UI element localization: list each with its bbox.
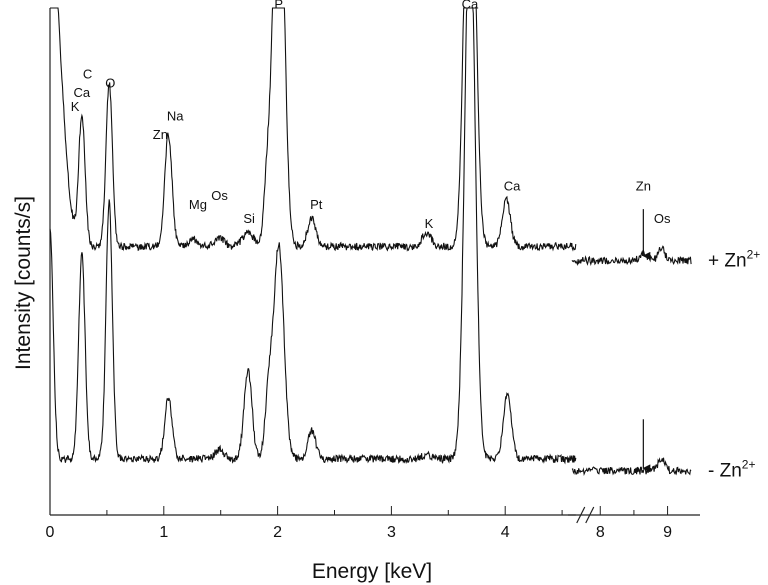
peak-label: O <box>105 76 115 91</box>
peak-label: P <box>274 0 283 11</box>
series-label: + Zn2+ <box>708 248 760 272</box>
axis-break-mark <box>576 506 586 524</box>
peak-label: Si <box>243 211 255 226</box>
x-tick-label: 9 <box>663 524 672 541</box>
y-axis-title: Intensity [counts/s] <box>12 196 35 370</box>
x-tick-label: 8 <box>596 524 605 541</box>
axis-break-mark <box>585 506 595 524</box>
peak-label: Os <box>654 211 671 226</box>
trace-segment-high-energy <box>571 457 692 476</box>
trace-segment-low-energy <box>49 7 577 465</box>
x-axis-title: Energy [keV] <box>312 560 432 583</box>
x-tick-label: 2 <box>273 524 282 541</box>
x-tick-label: 0 <box>46 524 55 541</box>
peak-label: Zn <box>636 178 651 193</box>
peak-label: Ca <box>74 85 91 100</box>
x-tick-label: 1 <box>159 524 168 541</box>
x-tick-labels: 0 1 2 3 4 8 9 <box>46 524 673 541</box>
peak-label: Os <box>211 188 228 203</box>
x-tick-label: 3 <box>387 524 396 541</box>
x-tick-label: 4 <box>501 524 510 541</box>
spectrum-traces: + Zn2+ - Zn2+ <box>49 7 760 482</box>
peak-label: K <box>71 99 80 114</box>
axes <box>49 8 700 524</box>
peak-label: Zn <box>153 127 168 142</box>
trace-segment-high-energy <box>571 245 692 267</box>
peak-label: Pt <box>310 197 323 212</box>
series-label: - Zn2+ <box>708 458 755 482</box>
peak-label: K <box>425 216 434 231</box>
peak-label: Ca <box>462 0 479 11</box>
trace-segment-low-energy <box>50 7 577 252</box>
peak-label: Na <box>167 108 184 123</box>
peak-label: C <box>83 66 92 81</box>
peak-label: Mg <box>189 197 207 212</box>
peak-label: Ca <box>504 178 521 193</box>
